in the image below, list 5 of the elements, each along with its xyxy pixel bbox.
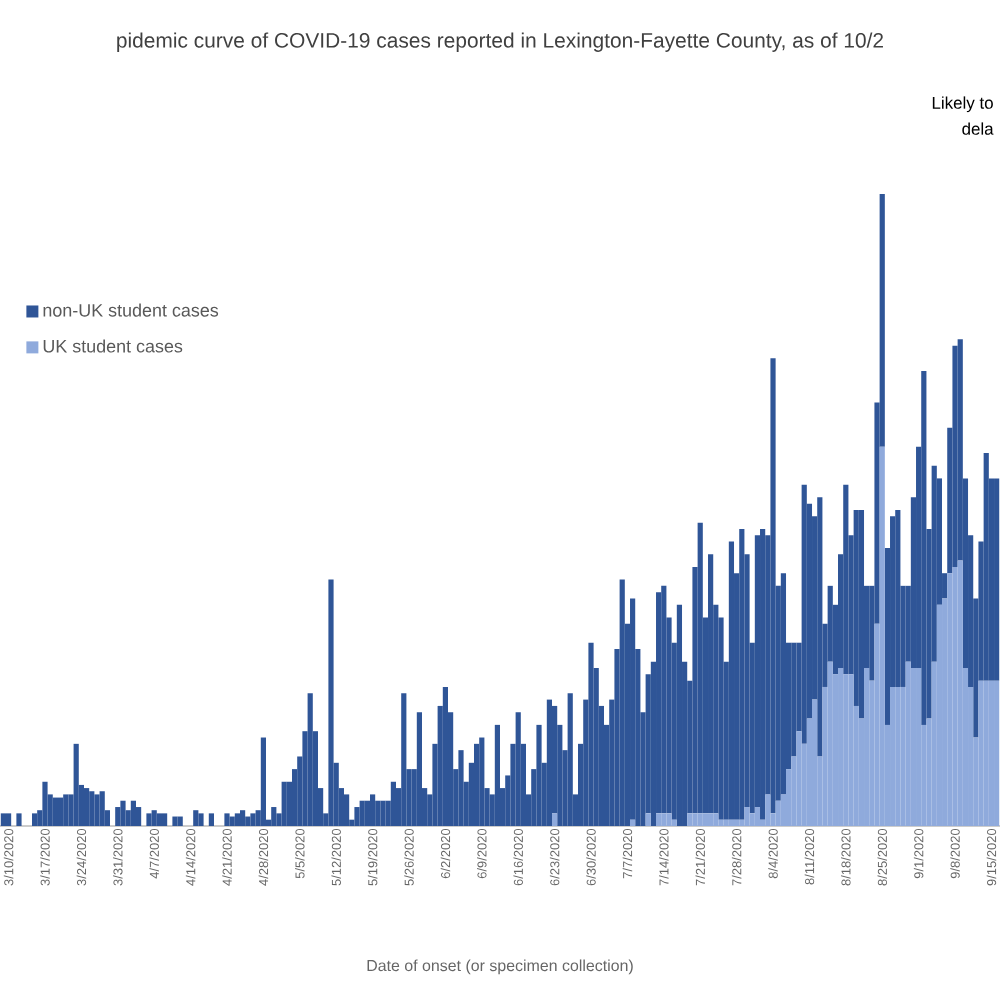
- chart-title: pidemic curve of COVID-19 cases reported in Lexington-Fayette County, as of 10/2: [117, 32, 883, 52]
- legend-label: non-UK student cases: [43, 303, 219, 317]
- text: dela: [962, 122, 994, 135]
- text: Likely to: [932, 96, 993, 113]
- legend-label: UK student cases: [43, 339, 183, 353]
